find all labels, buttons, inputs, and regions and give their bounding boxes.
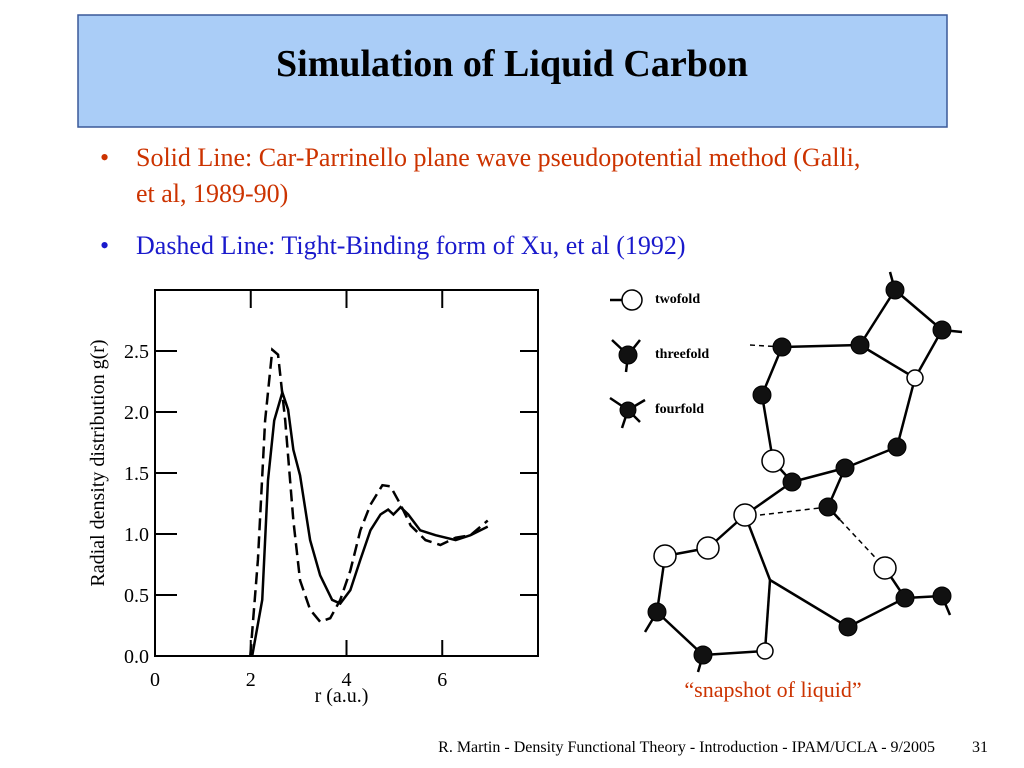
molecule-diagram <box>609 271 963 673</box>
page-number: 31 <box>972 739 988 756</box>
x-axis-label: r (a.u.) <box>315 685 369 707</box>
footer: R. Martin - Density Functional Theory - … <box>438 739 935 756</box>
x-tick-label: 2 <box>246 669 256 691</box>
y-tick-label: 0.5 <box>124 585 149 607</box>
legend-label: fourfold <box>655 402 704 417</box>
slide-title: Simulation of Liquid Carbon <box>276 43 748 85</box>
y-tick-label: 1.0 <box>124 524 149 546</box>
data-line <box>250 388 489 657</box>
data-line <box>249 347 489 657</box>
legend-label: twofold <box>655 292 700 307</box>
y-tick-label: 0.0 <box>124 646 149 668</box>
bullet-text: Solid Line: Car-Parrinello plane wave ps… <box>136 143 861 208</box>
y-tick-label: 2.0 <box>124 402 149 424</box>
x-tick-label: 0 <box>150 669 160 691</box>
plot-frame <box>154 289 539 657</box>
x-tick-label: 4 <box>342 669 352 691</box>
legend-label: threefold <box>655 347 709 362</box>
y-tick-label: 2.5 <box>124 341 149 363</box>
y-tick-label: 1.5 <box>124 463 149 485</box>
title-box <box>77 14 948 128</box>
x-tick-label: 6 <box>437 669 447 691</box>
caption: “snapshot of liquid” <box>684 677 861 702</box>
y-axis-label: Radial density distribution g(r) <box>87 339 109 586</box>
bullet-text: Dashed Line: Tight-Binding form of Xu, e… <box>136 231 686 260</box>
